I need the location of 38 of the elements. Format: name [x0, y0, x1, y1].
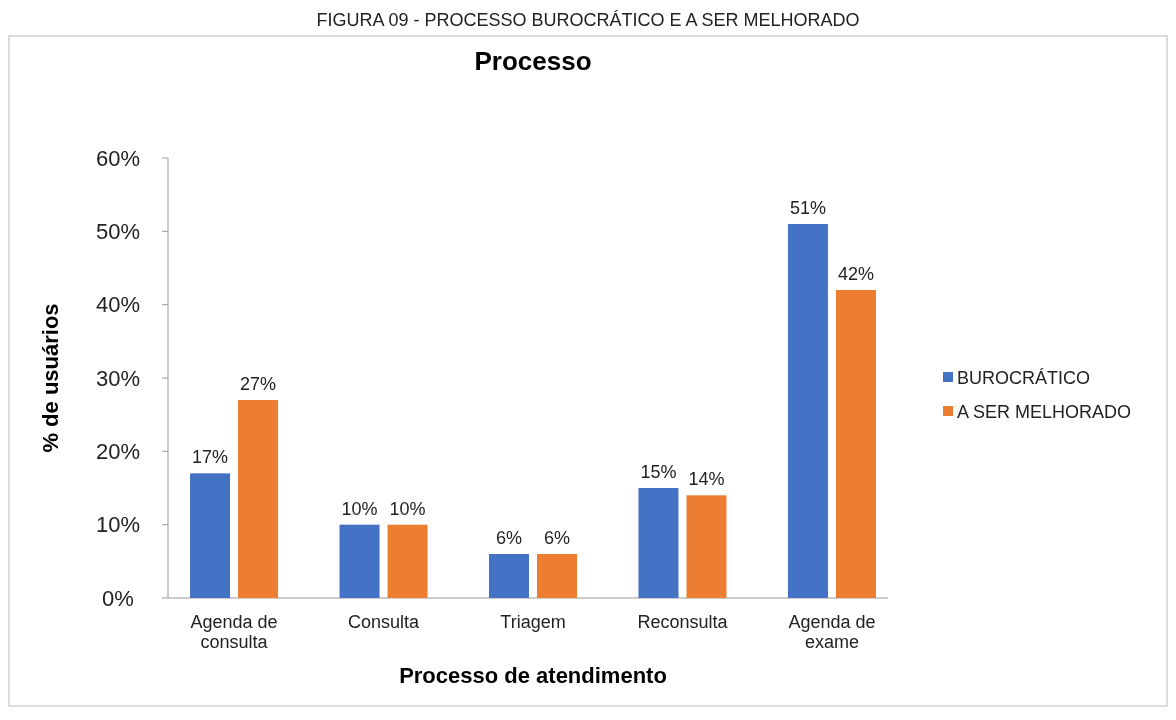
- bar: [190, 473, 231, 598]
- data-label: 51%: [789, 198, 826, 218]
- x-tick-label: Reconsulta: [637, 612, 729, 632]
- data-label: 6%: [543, 528, 571, 548]
- x-tick-label: Triagem: [500, 612, 566, 632]
- y-tick-label: 30%: [95, 365, 141, 391]
- y-axis-title: % de usuários: [38, 303, 63, 453]
- y-tick-label: 20%: [95, 439, 141, 465]
- x-tick-label: Consulta: [348, 612, 421, 632]
- x-tick-label: Agenda de exame: [788, 612, 876, 652]
- bar: [238, 400, 279, 598]
- legend-label: A SER MELHORADO: [957, 402, 1132, 423]
- data-label: 17%: [192, 447, 229, 468]
- x-axis-title: Processo de atendimento: [399, 663, 667, 688]
- bar: [787, 224, 828, 598]
- bar: [489, 554, 529, 598]
- bar: [835, 290, 876, 598]
- bar: [339, 524, 380, 598]
- data-label: 27%: [240, 374, 277, 394]
- y-tick-label: 40%: [95, 292, 141, 318]
- x-tick-label: Agenda de consulta: [190, 612, 278, 652]
- chart-title: Processo: [474, 46, 592, 76]
- legend-label: BUROCRÁTICO: [957, 368, 1091, 389]
- text: FIGURA 09 - PROCESSO BUROCRÁTICO E A SER MELHORADO: [316, 10, 860, 30]
- y-tick-label: 50%: [95, 219, 141, 245]
- data-label: 6%: [495, 528, 523, 548]
- data-label: 15%: [640, 462, 677, 482]
- bar: [686, 495, 727, 598]
- data-label: 14%: [688, 469, 725, 490]
- bar: [638, 488, 679, 598]
- bar: [537, 554, 577, 598]
- data-label: 10%: [341, 498, 378, 519]
- y-tick-label: 0%: [102, 585, 134, 611]
- data-label: 42%: [837, 264, 874, 284]
- bar: [387, 524, 428, 598]
- y-tick-label: 60%: [95, 145, 141, 171]
- y-tick-label: 10%: [95, 512, 141, 538]
- data-label: 10%: [389, 498, 426, 519]
